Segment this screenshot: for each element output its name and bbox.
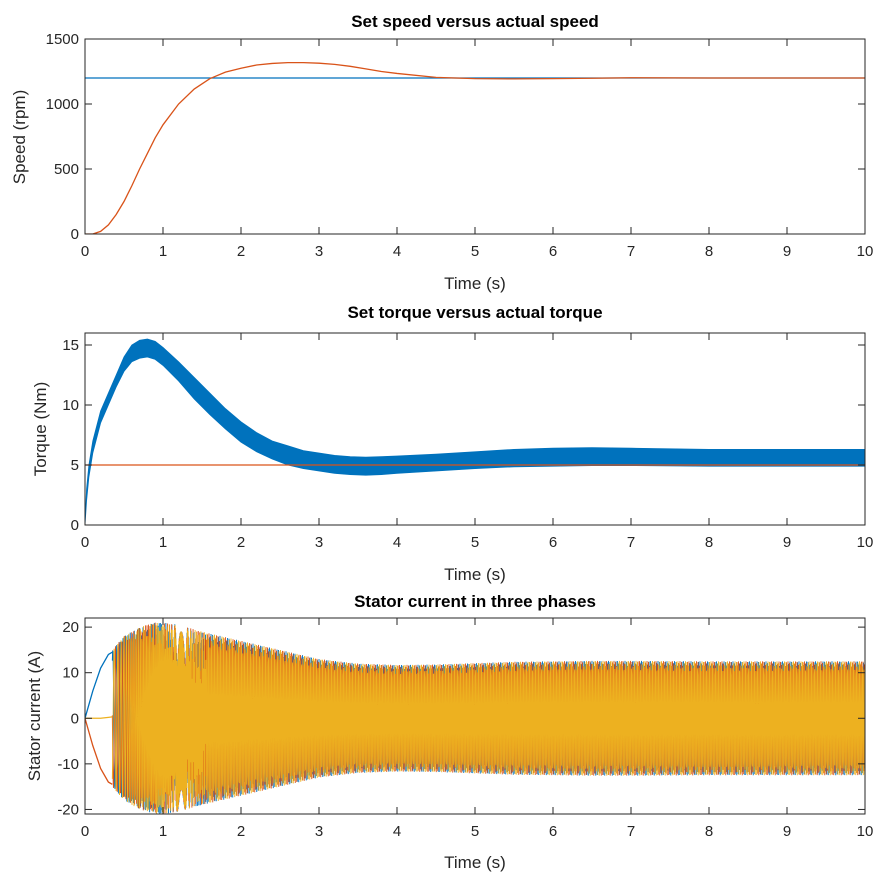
current-y-tick-label: 0 xyxy=(71,710,79,727)
current-plot-area xyxy=(85,622,865,814)
speed-x-tick-label: 7 xyxy=(627,243,635,260)
current-phase-3-wave xyxy=(111,622,865,814)
speed-y-tick-label: 1500 xyxy=(46,31,79,48)
torque-y-axis-label: Torque (Nm) xyxy=(31,382,50,476)
current-subplot: Stator current in three phases 0 1 2 3 4 5 6 7 8… xyxy=(25,592,873,872)
torque-x-tick-label: 10 xyxy=(857,534,874,551)
speed-x-tick-label: 2 xyxy=(237,243,245,260)
speed-plot-area xyxy=(85,62,865,234)
torque-x-tick-label: 7 xyxy=(627,534,635,551)
speed-y-tick-label: 500 xyxy=(54,161,79,178)
speed-subplot: Set speed versus actual speed 0 1 2 3 4 5 6 7 8 9… xyxy=(10,12,873,293)
torque-x-tick-label: 1 xyxy=(159,534,167,551)
current-x-tick-label: 4 xyxy=(393,823,401,840)
current-x-tick-label: 5 xyxy=(471,823,479,840)
torque-y-tick-label: 0 xyxy=(71,517,79,534)
current-x-tick-label: 10 xyxy=(857,823,874,840)
current-x-tick-label: 6 xyxy=(549,823,557,840)
current-y-axis-label: Stator current (A) xyxy=(25,651,44,781)
current-y-ticks: -20 -10 0 10 20 xyxy=(57,619,865,818)
torque-plot-area xyxy=(85,338,865,525)
speed-x-tick-label: 9 xyxy=(783,243,791,260)
current-y-tick-label: -20 xyxy=(57,801,79,818)
current-series-1-line xyxy=(85,718,113,785)
current-x-tick-label: 3 xyxy=(315,823,323,840)
torque-x-tick-label: 4 xyxy=(393,534,401,551)
current-y-tick-label: 10 xyxy=(62,665,79,682)
current-x-tick-label: 1 xyxy=(159,823,167,840)
torque-series-0-band xyxy=(85,338,865,525)
torque-x-tick-label: 9 xyxy=(783,534,791,551)
torque-y-tick-label: 15 xyxy=(62,337,79,354)
torque-y-ticks: 0 5 10 15 xyxy=(62,337,865,534)
speed-x-tick-label: 4 xyxy=(393,243,401,260)
speed-x-tick-label: 3 xyxy=(315,243,323,260)
speed-chart-title: Set speed versus actual speed xyxy=(351,12,599,31)
torque-chart-title: Set torque versus actual torque xyxy=(347,303,602,322)
current-x-tick-label: 0 xyxy=(81,823,89,840)
current-x-tick-label: 9 xyxy=(783,823,791,840)
current-x-axis-label: Time (s) xyxy=(444,853,506,872)
torque-axes-box xyxy=(84,332,866,526)
torque-subplot: Set torque versus actual torque 0 1 2 3 4 5 6 7… xyxy=(31,303,873,584)
speed-axes-box xyxy=(84,38,866,235)
speed-series-1-line xyxy=(85,62,865,234)
speed-x-tick-label: 1 xyxy=(159,243,167,260)
speed-x-tick-label: 8 xyxy=(705,243,713,260)
speed-x-tick-label: 10 xyxy=(857,243,874,260)
current-series-0-line xyxy=(85,651,113,719)
speed-y-tick-label: 0 xyxy=(71,226,79,243)
current-x-tick-label: 7 xyxy=(627,823,635,840)
current-x-tick-label: 8 xyxy=(705,823,713,840)
speed-y-tick-label: 1000 xyxy=(46,96,79,113)
speed-x-tick-label: 5 xyxy=(471,243,479,260)
speed-y-axis-label: Speed (rpm) xyxy=(10,90,29,184)
speed-x-tick-label: 0 xyxy=(81,243,89,260)
current-y-tick-label: -10 xyxy=(57,756,79,773)
current-y-tick-label: 20 xyxy=(62,619,79,636)
current-x-ticks: 0 1 2 3 4 5 6 7 8 9 10 xyxy=(81,618,874,840)
speed-y-ticks: 0 500 1000 1500 xyxy=(46,31,865,243)
torque-x-tick-label: 8 xyxy=(705,534,713,551)
torque-x-tick-label: 3 xyxy=(315,534,323,551)
speed-x-tick-label: 6 xyxy=(549,243,557,260)
torque-x-tick-label: 5 xyxy=(471,534,479,551)
torque-x-ticks: 0 1 2 3 4 5 6 7 8 9 10 xyxy=(81,333,874,551)
current-chart-title: Stator current in three phases xyxy=(354,592,596,611)
speed-x-axis-label: Time (s) xyxy=(444,274,506,293)
torque-x-tick-label: 0 xyxy=(81,534,89,551)
speed-x-ticks: 0 1 2 3 4 5 6 7 8 9 10 xyxy=(81,39,874,260)
torque-x-tick-label: 2 xyxy=(237,534,245,551)
current-x-tick-label: 2 xyxy=(237,823,245,840)
torque-y-tick-label: 10 xyxy=(62,397,79,414)
torque-x-axis-label: Time (s) xyxy=(444,565,506,584)
torque-y-tick-label: 5 xyxy=(71,457,79,474)
torque-x-tick-label: 6 xyxy=(549,534,557,551)
